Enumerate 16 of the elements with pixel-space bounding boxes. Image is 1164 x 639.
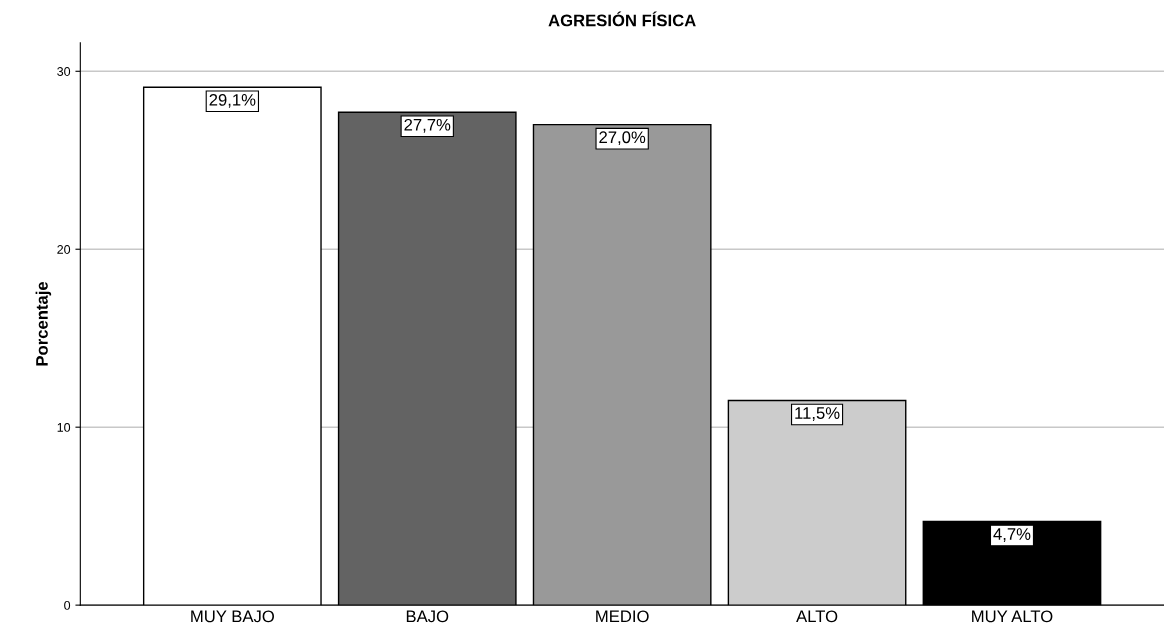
x-tick-label: MUY BAJO bbox=[191, 610, 274, 623]
y-tick-label: 30 bbox=[57, 67, 71, 76]
x-tick-label: BAJO bbox=[406, 610, 449, 623]
x-tick-label: ALTO bbox=[796, 610, 838, 623]
data-label: 29,1% bbox=[209, 93, 256, 108]
x-tick-label: MUY ALTO bbox=[972, 610, 1053, 623]
data-label: 27,7% bbox=[404, 118, 451, 133]
y-tick-label: 20 bbox=[57, 245, 71, 254]
chart-title: AGRESIÓN FÍSICA bbox=[548, 11, 696, 27]
data-label: 27,0% bbox=[599, 131, 646, 146]
y-tick-label: 0 bbox=[64, 600, 71, 610]
data-label: 4,7% bbox=[993, 528, 1031, 542]
data-label: 11,5% bbox=[795, 407, 840, 421]
x-tick-label: MEDIO bbox=[596, 610, 649, 623]
y-axis-title: Porcentaje bbox=[35, 281, 52, 366]
y-tick-label: 10 bbox=[57, 422, 71, 432]
